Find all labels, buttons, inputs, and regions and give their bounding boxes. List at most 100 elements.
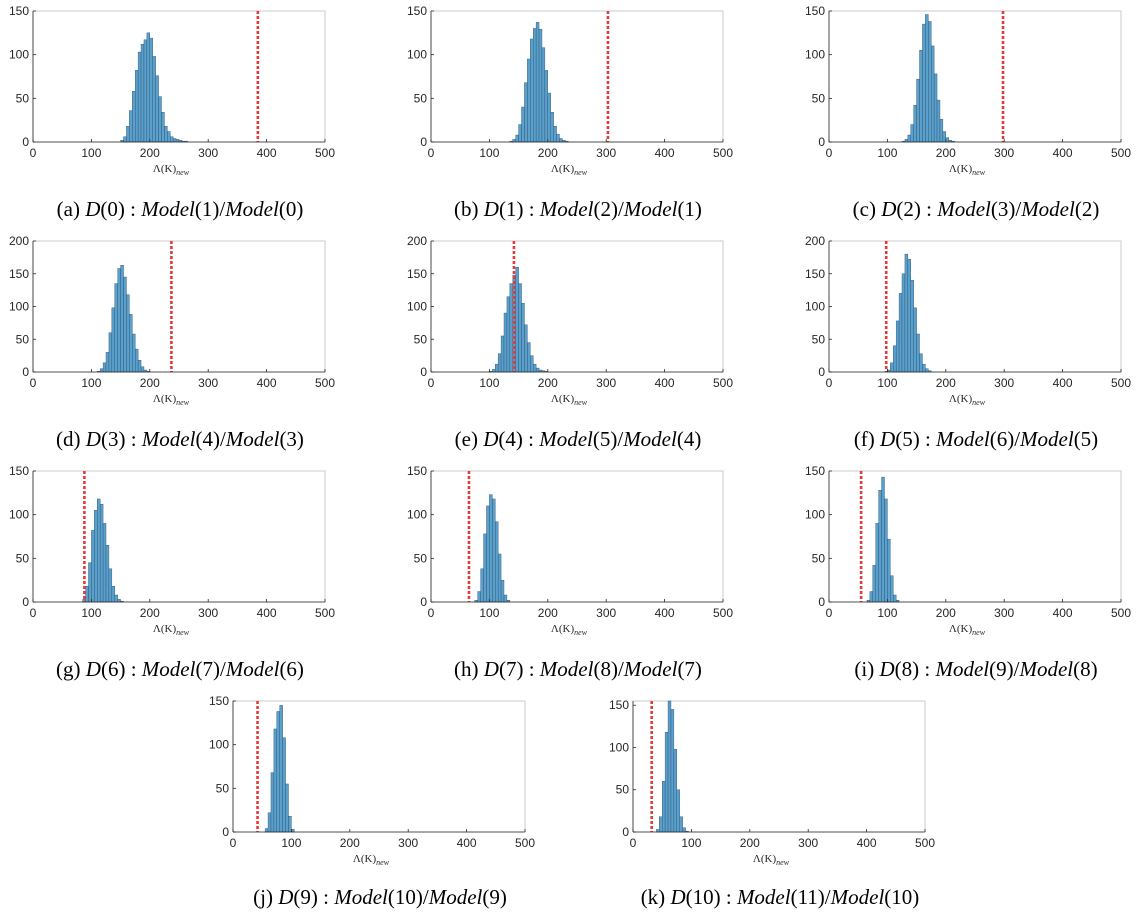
- x-axis-label: Λ(K)new: [551, 623, 588, 637]
- histogram-bar: [518, 283, 522, 373]
- x-tick-label: 100: [479, 606, 499, 620]
- caption-f: (f) D(5) : Model(6)/Model(5): [853, 427, 1099, 451]
- histogram-bar: [129, 314, 133, 373]
- histogram-bar: [659, 816, 663, 833]
- y-tick-label: 150: [407, 464, 427, 478]
- caption-g: (g) D(6) : Model(7)/Model(6): [56, 657, 304, 681]
- x-tick-label: 200: [538, 146, 558, 160]
- histogram-bar: [553, 126, 557, 143]
- histogram-bar: [530, 38, 534, 143]
- x-tick-label: 400: [655, 146, 675, 160]
- y-tick-label: 50: [216, 781, 230, 795]
- plot-area: [32, 240, 326, 373]
- x-tick-label: 300: [596, 606, 616, 620]
- histogram-bar: [524, 324, 528, 373]
- x-tick-label: 0: [826, 606, 833, 620]
- histogram-bar: [530, 355, 534, 373]
- histogram-bar: [140, 366, 145, 373]
- x-tick-label: 500: [713, 606, 733, 620]
- x-tick-label: 0: [428, 146, 435, 160]
- histogram-bar: [670, 709, 675, 833]
- histogram-bar: [907, 259, 911, 373]
- histogram-bar: [486, 505, 490, 603]
- histogram-bar: [884, 498, 888, 603]
- histogram-bar: [495, 521, 499, 603]
- plot-area: [32, 470, 326, 603]
- histogram-bar: [111, 586, 115, 603]
- x-tick-label: 100: [479, 146, 499, 160]
- histogram-bar: [930, 45, 935, 143]
- histogram-bar: [143, 39, 148, 143]
- histogram-c: 0 100 200 300 400 500 0 50 100 150 Λ(K)new: [805, 4, 1131, 177]
- panel-g: 0 100 200 300 400 500 0 50 100 150 Λ(K)new (g) D(6)…: [0, 460, 360, 681]
- y-tick-label: 100: [805, 300, 825, 314]
- y-tick-label: 0: [420, 595, 427, 609]
- y-tick-label: 50: [616, 783, 630, 797]
- x-tick-label: 0: [230, 836, 237, 850]
- panel-j: 0 100 200 300 400 500 0 50 100 150 Λ(K)new (j) D(9)…: [200, 690, 560, 909]
- histogram-bar: [97, 498, 101, 603]
- histogram-k: 0 100 200 300 400 500 0 50 100 150 Λ(K)new: [609, 698, 935, 867]
- y-tick-label: 100: [407, 508, 427, 522]
- histogram-bar: [497, 553, 502, 603]
- histogram-bar: [895, 320, 900, 373]
- histogram-bar: [535, 22, 540, 143]
- plot-area: [828, 240, 1122, 373]
- caption-h: (h) D(7) : Model(8)/Model(7): [454, 657, 702, 681]
- histogram-bar: [515, 134, 519, 143]
- x-axis-label: Λ(K)new: [353, 853, 390, 867]
- histogram-bar: [94, 510, 98, 603]
- histogram-bar: [279, 705, 283, 833]
- y-tick-label: 0: [420, 365, 427, 379]
- histogram-bar: [527, 58, 531, 143]
- x-tick-label: 300: [596, 146, 616, 160]
- y-tick-label: 150: [805, 4, 825, 18]
- x-tick-label: 300: [198, 146, 218, 160]
- y-tick-label: 150: [9, 4, 29, 18]
- x-tick-label: 100: [81, 606, 101, 620]
- y-tick-label: 50: [16, 332, 30, 346]
- histogram-bar: [939, 119, 944, 143]
- x-tick-label: 200: [936, 606, 956, 620]
- x-tick-label: 0: [30, 376, 37, 390]
- histogram-bar: [503, 594, 508, 603]
- histogram-bar: [518, 124, 522, 143]
- histogram-bar: [114, 283, 118, 373]
- x-axis-label: Λ(K)new: [949, 163, 986, 177]
- y-tick-label: 0: [222, 825, 229, 839]
- histogram-bar: [673, 748, 677, 833]
- histogram-bar: [682, 827, 686, 833]
- histogram-bar: [489, 494, 493, 603]
- histogram-bar: [667, 700, 672, 833]
- histogram-bar: [881, 476, 885, 603]
- x-tick-label: 100: [81, 146, 101, 160]
- x-tick-label: 100: [81, 376, 101, 390]
- histogram-bar: [149, 37, 153, 143]
- histogram-bar: [913, 105, 917, 143]
- y-tick-label: 100: [407, 48, 427, 62]
- y-tick-label: 0: [622, 825, 629, 839]
- x-tick-label: 300: [198, 376, 218, 390]
- x-tick-label: 100: [281, 836, 301, 850]
- histogram-bar: [945, 137, 949, 143]
- x-axis-label: Λ(K)new: [153, 393, 190, 407]
- histogram-bar: [893, 345, 897, 373]
- y-tick-label: 150: [407, 267, 427, 281]
- x-tick-label: 0: [826, 376, 833, 390]
- histogram-f: 0 100 200 300 400 500 0 50 100 150 200 Λ(K)new: [805, 234, 1131, 407]
- histogram-bar: [916, 78, 920, 143]
- x-tick-label: 0: [428, 376, 435, 390]
- histogram-bar: [919, 50, 923, 143]
- histogram-d: 0 100 200 300 400 500 0 50 100 150 200 Λ(K)new: [9, 234, 335, 407]
- histogram-bar: [532, 28, 537, 143]
- panel-h: 0 100 200 300 400 500 0 50 100 150 Λ(K)new (h) D(7)…: [398, 460, 758, 681]
- histogram-bar: [137, 51, 142, 143]
- histogram-bar: [161, 112, 165, 143]
- x-tick-label: 500: [713, 376, 733, 390]
- y-tick-label: 50: [414, 551, 428, 565]
- caption-c: (c) D(2) : Model(3)/Model(2): [852, 197, 1100, 221]
- histogram-h: 0 100 200 300 400 500 0 50 100 150 Λ(K)new: [407, 464, 733, 637]
- y-tick-label: 50: [16, 91, 30, 105]
- caption-i: (i) D(8) : Model(9)/Model(8): [854, 657, 1098, 681]
- histogram-bar: [869, 591, 873, 603]
